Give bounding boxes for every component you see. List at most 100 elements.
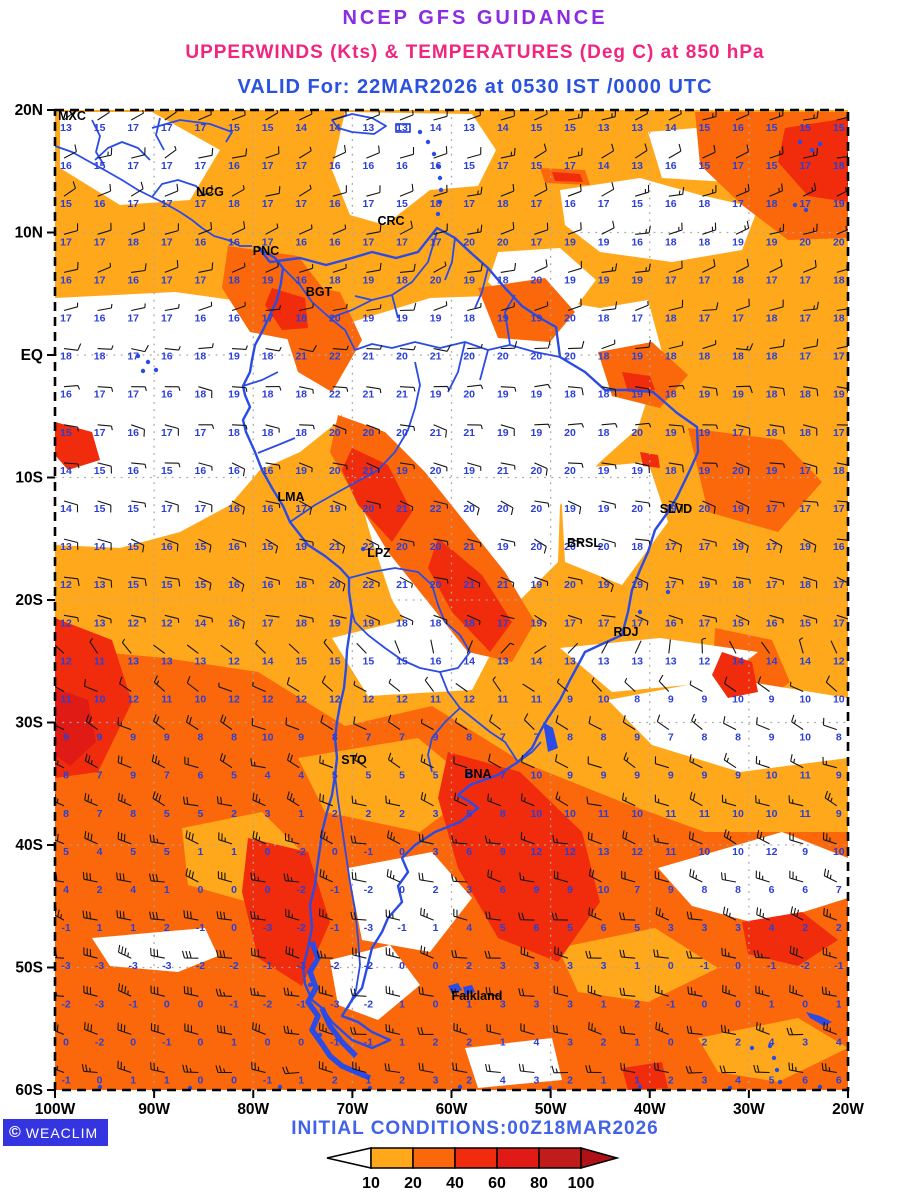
wind-barb [433, 146, 448, 159]
temp-value: 17 [127, 351, 139, 363]
temp-value: 7 [500, 732, 506, 744]
temp-value: 17 [766, 274, 778, 286]
temp-value: 11 [161, 694, 172, 706]
wind-barb [164, 462, 181, 468]
wind-barb [255, 639, 266, 654]
island-dot [431, 151, 437, 157]
wind-barb [668, 576, 684, 585]
temp-value: 10 [766, 808, 778, 820]
wind-barb [131, 462, 147, 469]
temp-value: 11 [665, 808, 676, 820]
wind-barb [587, 831, 602, 845]
colorbar-level-label: 40 [446, 1175, 464, 1192]
wind-barb [803, 424, 818, 436]
temp-value: 7 [500, 770, 506, 782]
wind-barb [399, 183, 414, 197]
temp-value: 3 [466, 884, 472, 896]
temp-value: 10 [732, 808, 744, 820]
temp-value: 18 [497, 198, 509, 210]
temp-value: 17 [60, 313, 72, 325]
temp-value: 0 [231, 1075, 237, 1087]
island-or-lake [806, 1012, 832, 1026]
wind-barb [399, 614, 414, 626]
shade-40-60 [265, 288, 308, 330]
temp-value: 18 [799, 389, 811, 401]
temp-value: 16 [127, 427, 139, 439]
wind-barb [467, 538, 482, 548]
wind-barb [332, 345, 349, 351]
wind-barb [231, 614, 245, 630]
wind-barb [117, 983, 132, 997]
wind-barb [288, 643, 300, 654]
wind-barb [668, 614, 683, 624]
island-dot [809, 147, 815, 153]
temp-value: 20 [564, 579, 576, 591]
wind-barb [84, 792, 98, 807]
temp-value: -3 [129, 960, 138, 972]
lat-tick-label: 20S [15, 592, 43, 609]
wind-barb [164, 183, 179, 197]
wind-barb [386, 830, 401, 845]
temp-value: 15 [531, 122, 543, 134]
temp-value: 20 [497, 236, 509, 248]
wind-barb [218, 832, 233, 845]
coast-or-border-line [354, 231, 438, 301]
wind-barb [668, 143, 682, 159]
temp-value: -1 [700, 960, 709, 972]
wind-barb [601, 301, 618, 312]
wind-barb [321, 675, 334, 692]
temp-value: 15 [699, 122, 711, 134]
temp-value: 18 [699, 236, 711, 248]
temp-value: 16 [60, 160, 72, 172]
temp-value: 18 [833, 465, 845, 477]
temp-value: 14 [295, 122, 307, 134]
wind-barb [318, 1022, 333, 1035]
temp-value: 14 [60, 465, 72, 477]
temp-value: 0 [197, 1075, 203, 1087]
wind-barb [500, 147, 516, 159]
wind-barb [500, 424, 515, 436]
wind-barb [97, 386, 114, 392]
temp-value: 8 [332, 732, 338, 744]
wind-barb [164, 538, 179, 552]
temp-value: 15 [766, 160, 778, 172]
wind-barb [55, 1061, 65, 1074]
wind-barb [753, 950, 770, 959]
wind-barb [719, 1065, 737, 1074]
temp-value: 15 [631, 198, 643, 210]
temp-value: 18 [329, 274, 341, 286]
wind-barb [450, 988, 468, 997]
temp-value: 13 [665, 655, 677, 667]
wind-barb [424, 676, 435, 692]
wind-barb [466, 640, 474, 654]
temp-value: 5 [164, 846, 170, 858]
wind-barb [231, 110, 246, 121]
wind-barb [735, 298, 750, 312]
wind-barb [265, 305, 282, 312]
wind-barb [668, 500, 683, 513]
temp-value: 18 [463, 313, 475, 325]
wind-barb [319, 793, 333, 807]
wind-barb [555, 791, 569, 807]
wind-barb [299, 614, 314, 623]
temp-value: 5 [332, 770, 338, 782]
wind-barb [265, 110, 279, 121]
temp-value: 11 [60, 694, 71, 706]
temp-value: 17 [531, 236, 543, 248]
temp-value: 1 [836, 998, 842, 1010]
wind-barb [467, 384, 484, 390]
temp-value: 7 [365, 732, 371, 744]
temp-value: 18 [497, 274, 509, 286]
wind-barb [82, 910, 98, 921]
wind-barb [250, 758, 266, 769]
temp-value: 11 [699, 808, 710, 820]
temp-value: 18 [766, 389, 778, 401]
temp-value: 16 [732, 122, 744, 134]
wind-barb [619, 987, 636, 997]
temp-value: 20 [430, 579, 442, 591]
temp-value: 19 [598, 579, 610, 591]
station-label-SLVD: SLVD [660, 502, 692, 516]
shade-under-10 [92, 928, 218, 972]
temp-value: 15 [262, 122, 274, 134]
wind-barb [349, 1026, 367, 1035]
